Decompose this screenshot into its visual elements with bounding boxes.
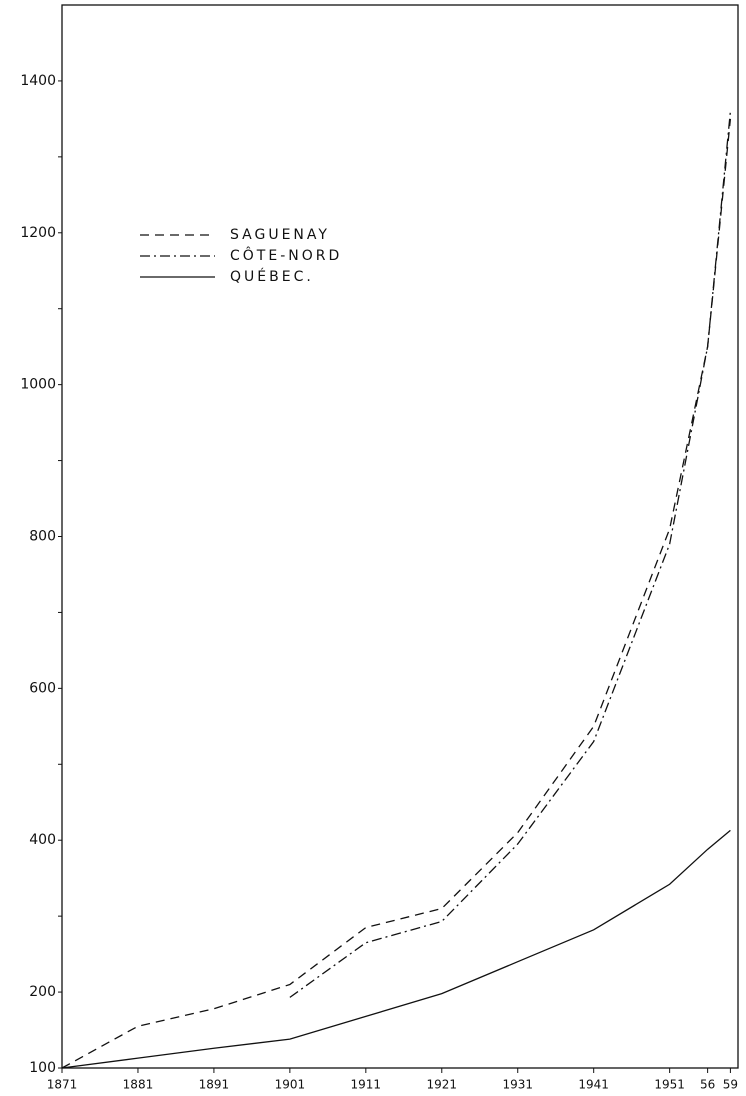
series-line (61, 829, 731, 1069)
x-tick-label: 1881 (123, 1078, 154, 1092)
legend-label: SAGUENAY (230, 227, 330, 243)
y-tick-label: 100 (29, 1060, 56, 1076)
y-tick-label: 1400 (20, 73, 56, 89)
x-tick-label: 1901 (275, 1078, 306, 1092)
legend-label: QUÉBEC. (230, 268, 314, 285)
series-line (289, 111, 732, 998)
series-line (61, 118, 732, 1069)
plot-frame (61, 4, 739, 1069)
y-tick-label: 600 (29, 680, 56, 696)
x-tick-label: 1911 (351, 1078, 382, 1092)
x-tick-label: 1941 (578, 1078, 609, 1092)
y-tick-label: 1000 (20, 377, 56, 393)
y-tick-label: 1200 (20, 225, 56, 241)
x-tick-label: 56 (700, 1078, 715, 1092)
y-tick-label: 200 (29, 984, 56, 1000)
x-tick-label: 1871 (47, 1078, 78, 1092)
legend-label: CÔTE-NORD (230, 246, 342, 264)
x-tick-label: 59 (723, 1078, 738, 1092)
y-tick-label: 400 (29, 832, 56, 848)
x-tick-label: 1921 (427, 1078, 458, 1092)
x-tick-label: 1891 (199, 1078, 230, 1092)
y-tick-label: 800 (29, 529, 56, 545)
x-tick-label: 1951 (654, 1078, 685, 1092)
x-tick-label: 1931 (502, 1078, 533, 1092)
